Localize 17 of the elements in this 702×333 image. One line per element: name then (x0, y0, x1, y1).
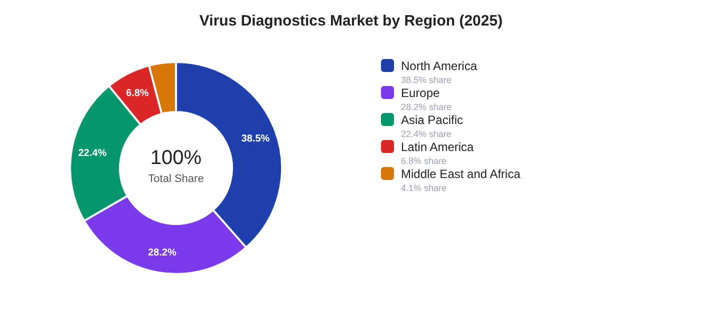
text: 100% (150, 147, 202, 169)
data-label: 28.2% (148, 247, 176, 258)
text: 28.2% share (401, 102, 452, 112)
text: Total Share (148, 173, 204, 185)
legend-label: Latin America (401, 140, 474, 154)
text: 38.5% share (401, 75, 452, 86)
legend-label: Middle East and Africa (401, 167, 521, 182)
data-label: 6.8% (126, 88, 149, 99)
text: 6.8% share (401, 156, 447, 166)
legend-label: Asia Pacific (401, 113, 464, 128)
data-label: 22.4% (78, 148, 107, 160)
text: 4.1% share (401, 183, 447, 194)
legend-label: Europe (401, 86, 440, 100)
legend-label: North America (401, 59, 478, 74)
data-label: 38.5% (241, 133, 270, 144)
chart-title: Virus Diagnostics Market by Region (2025) (199, 12, 503, 30)
text: 22.4% share (401, 129, 452, 140)
